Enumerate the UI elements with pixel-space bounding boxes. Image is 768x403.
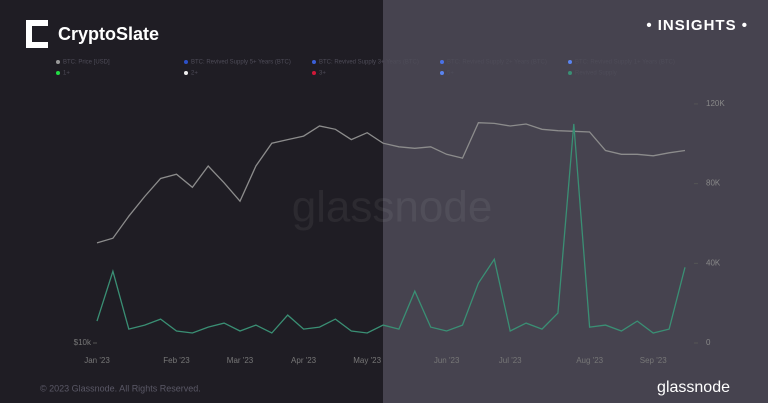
- series-line: [96, 122, 686, 244]
- legend-swatch: [568, 60, 572, 64]
- legend-label: BTC: Revived Supply 3+ Years (BTC): [319, 60, 419, 66]
- legend-swatch: [440, 71, 444, 75]
- legend-swatch: [440, 60, 444, 64]
- legend-label: BTC: Revived Supply 5+ Years (BTC): [191, 60, 291, 66]
- x-tick-label: Jun '23: [434, 356, 460, 365]
- y2-tick-label: 0: [706, 338, 711, 347]
- legend-swatch: [184, 71, 188, 75]
- highlight: [383, 0, 768, 403]
- x-tick-label: Aug '23: [576, 356, 603, 365]
- footer-logo: glassnode: [657, 379, 730, 396]
- legend-label: 3+: [319, 71, 326, 77]
- watermark: glassnode: [292, 183, 493, 232]
- brand: CryptoSlate: [58, 24, 159, 44]
- legend-swatch: [56, 60, 60, 64]
- legend-label: BTC: Revived Supply 1+ Years (BTC): [575, 60, 675, 66]
- x-tick-label: Apr '23: [291, 356, 317, 365]
- legend-swatch: [312, 60, 316, 64]
- x-tick-label: Jan '23: [84, 356, 110, 365]
- legend-label: BTC: Price [USD]: [63, 60, 110, 66]
- y-tick-label: $10k: [74, 338, 92, 347]
- series-line: [96, 123, 686, 334]
- y2-tick-label: 40K: [706, 258, 721, 267]
- legend-swatch: [56, 71, 60, 75]
- legend-label: BTC: Revived Supply 2+ Years (BTC): [447, 60, 547, 66]
- y2-tick-label: 80K: [706, 179, 721, 188]
- copyright: © 2023 Glassnode. All Rights Reserved.: [40, 383, 201, 393]
- legend-label: Revived Supply: [575, 71, 617, 77]
- x-tick-label: Feb '23: [163, 356, 190, 365]
- y2-tick-label: 120K: [706, 99, 725, 108]
- legend-swatch: [568, 71, 572, 75]
- legend-swatch: [184, 60, 188, 64]
- badge: • INSIGHTS •: [646, 17, 748, 34]
- logo-icon: [26, 20, 48, 48]
- x-tick-label: Mar '23: [227, 356, 254, 365]
- legend-label: 2+: [191, 71, 198, 77]
- x-tick-label: Sep '23: [640, 356, 667, 365]
- x-tick-label: Jul '23: [499, 356, 522, 365]
- legend-swatch: [312, 71, 316, 75]
- x-tick-label: May '23: [353, 356, 381, 365]
- legend-label: 1+: [63, 71, 70, 77]
- legend-label: 5+: [447, 71, 454, 77]
